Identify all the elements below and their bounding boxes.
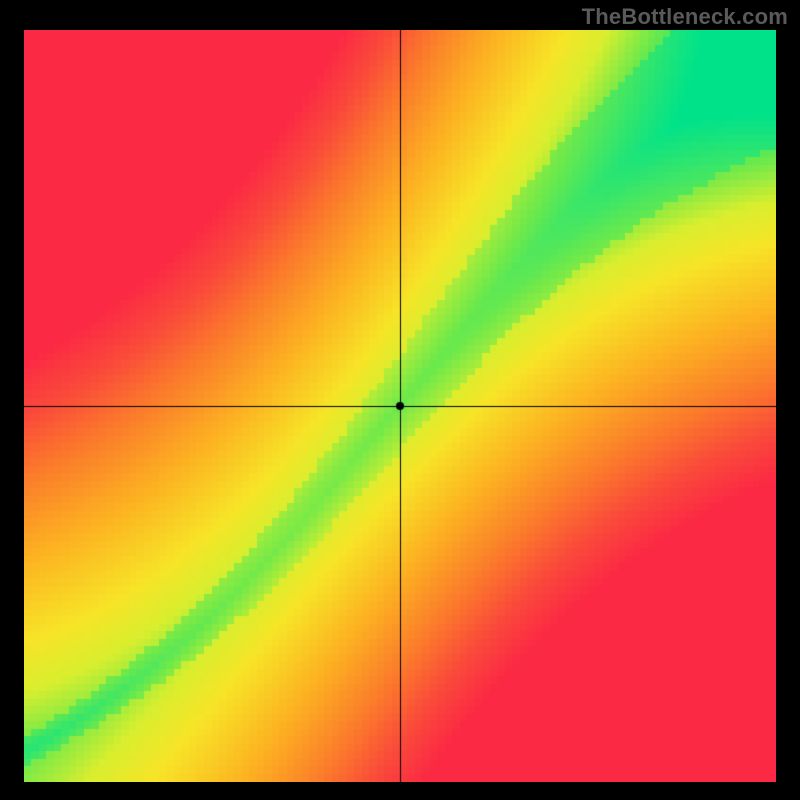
watermark-text: TheBottleneck.com (582, 4, 788, 30)
chart-container: TheBottleneck.com (0, 0, 800, 800)
heatmap-canvas (24, 30, 776, 782)
